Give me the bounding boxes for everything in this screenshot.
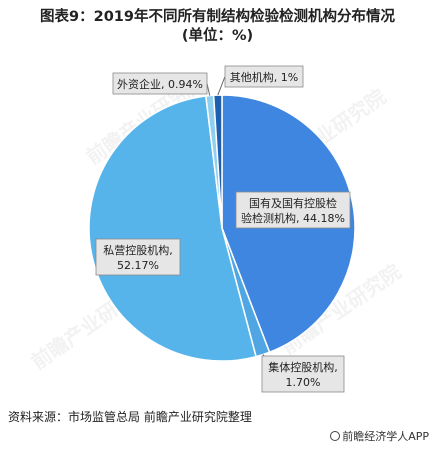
slice-label-text: 1.70% — [286, 376, 321, 389]
slice-label-private: 私营控股机构, 52.17% — [95, 238, 181, 276]
slice-label-text: 52.17% — [117, 259, 159, 272]
slice-label-box — [224, 65, 304, 88]
source-note: 资料来源：市场监管总局 前瞻产业研究院整理 — [8, 410, 252, 424]
slice-label-text: 国有及国有控股检 — [249, 196, 337, 210]
brand-footer: 前瞻经济学人APP — [330, 428, 429, 444]
slice-label-text: 验检测机构, 44.18% — [241, 211, 345, 225]
slice-label-other: 其他机构, 1% — [224, 65, 304, 88]
slice-label-collective: 集体控股机构, 1.70% — [261, 355, 345, 393]
slice-label-text: 集体控股机构, — [268, 360, 338, 374]
chart-title: 图表9：2019年不同所有制结构检验检测机构分布情况 (单位：%) — [0, 8, 435, 46]
brand-text: 前瞻经济学人APP — [342, 430, 429, 443]
slice-label-text: 其他机构, 1% — [230, 70, 298, 84]
leader-line-other — [217, 76, 226, 96]
brand-logo-icon — [330, 431, 341, 441]
slice-label-text: 私营控股机构, — [103, 243, 173, 257]
slice-label-text: 外资企业, 0.94% — [117, 77, 203, 91]
chart-title-line2: (单位：%) — [181, 28, 254, 44]
slice-label-box — [112, 72, 208, 95]
slice-label-box — [95, 238, 181, 276]
pie-slice-private — [88, 95, 257, 362]
chart-title-line1: 图表9：2019年不同所有制结构检验检测机构分布情况 — [40, 9, 395, 25]
slice-label-box — [235, 191, 351, 229]
slice-label-box — [261, 355, 345, 393]
slice-label-foreign: 外资企业, 0.94% — [112, 72, 208, 95]
leader-line-foreign — [206, 83, 211, 96]
